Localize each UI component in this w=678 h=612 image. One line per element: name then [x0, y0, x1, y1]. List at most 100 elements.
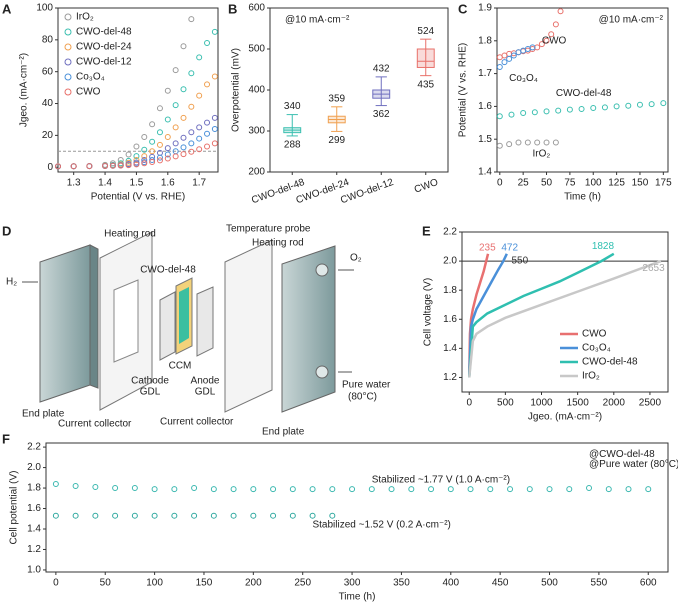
data-point: [289, 512, 296, 519]
diagram-label: Current collector: [160, 417, 234, 428]
data-point: [149, 121, 156, 128]
y-tick-label: 1.2: [443, 372, 457, 383]
legend-label: CWO-del-24: [76, 42, 132, 53]
data-point: [191, 485, 198, 492]
data-point: [552, 139, 559, 146]
data-point: [534, 139, 541, 146]
data-point: [86, 163, 93, 170]
anode-gdl: [196, 286, 214, 357]
annotation: @10 mA·cm⁻²: [599, 15, 664, 26]
data-point: [408, 486, 415, 493]
data-point: [125, 157, 132, 164]
data-point: [660, 100, 667, 107]
data-point: [196, 54, 203, 61]
plot-frame: [461, 231, 669, 393]
data-point: [188, 103, 195, 110]
data-point: [204, 81, 211, 88]
y-tick-label: 300: [248, 126, 265, 137]
panel-letter: B: [228, 1, 237, 16]
data-point: [188, 70, 195, 77]
x-axis-title: Jgeo. (mA·cm⁻²): [528, 412, 602, 423]
data-point: [204, 143, 211, 150]
data-point: [496, 113, 503, 120]
data-point: [524, 139, 531, 146]
data-point: [92, 484, 99, 491]
y-tick-label: 1.4: [478, 167, 492, 178]
diagram-label: CWO-del-48: [140, 265, 196, 276]
legend-marker: [64, 73, 72, 81]
data-point: [188, 148, 195, 155]
diagram-label: Heating rod: [252, 238, 304, 249]
x-tick-label: 125: [608, 178, 625, 189]
x-tick-label: 350: [393, 578, 410, 589]
y-tick-label: 1.9: [478, 3, 492, 14]
data-point: [211, 126, 218, 133]
y-tick-label: 1.4: [27, 524, 41, 535]
plot-frame: [45, 442, 669, 573]
y-tick-label: 1.6: [478, 101, 492, 112]
data-point: [625, 102, 632, 109]
data-point: [211, 114, 218, 121]
data-point: [133, 161, 140, 168]
x-tick-label: 1.7: [192, 178, 206, 189]
diagram-label: Anode: [191, 376, 220, 387]
annotation: 2653: [642, 263, 665, 274]
data-point: [250, 486, 257, 493]
data-point: [92, 512, 99, 519]
legend-marker: [64, 58, 72, 66]
annotation: Stabilized ~1.77 V (1.0 A·cm⁻²): [372, 474, 510, 485]
legend-label: CWO: [582, 329, 607, 340]
max-label: 432: [373, 64, 390, 75]
data-point: [270, 512, 277, 519]
y-axis-title: Potential (V vs. RHE): [458, 43, 469, 137]
data-point: [149, 138, 156, 145]
data-point: [156, 141, 163, 148]
legend-label: CWO-del-48: [582, 357, 638, 368]
panel-letter: E: [422, 223, 431, 238]
data-point: [172, 124, 179, 131]
y-axis-title: Jgeo. (mA·cm⁻²): [19, 53, 30, 127]
data-point: [188, 140, 195, 147]
y-tick-label: 200: [248, 167, 265, 178]
data-point: [171, 512, 178, 519]
x-axis-title: Potential (V vs. RHE): [91, 192, 185, 203]
x-tick-label: 1.6: [161, 178, 175, 189]
x-tick-label: 500: [541, 578, 558, 589]
data-point: [531, 109, 538, 116]
panel-letter: A: [2, 1, 12, 16]
data-point: [70, 163, 77, 170]
legend-label: CWO-del-48: [76, 27, 132, 38]
x-tick-label: 1.4: [98, 178, 112, 189]
data-point: [388, 486, 395, 493]
data-point: [180, 86, 187, 93]
x-tick-label: 0: [497, 178, 503, 189]
data-point: [605, 486, 612, 493]
cathode-gdl: [159, 291, 176, 361]
legend-marker: [64, 43, 72, 51]
data-point: [164, 151, 171, 158]
annotation: 1828: [592, 241, 615, 252]
x-tick-label: 50: [541, 178, 553, 189]
y-tick-label: 500: [248, 44, 265, 55]
legend-marker: [64, 88, 72, 96]
y-tick-label: 2.2: [443, 227, 457, 238]
annotation: @10 mA·cm⁻²: [285, 15, 350, 26]
legend-label: IrO₂: [76, 12, 94, 23]
data-point: [529, 44, 536, 51]
y-tick-label: 0: [47, 162, 53, 173]
series-label: IrO₂: [533, 149, 551, 160]
diagram-label: CCM: [169, 361, 192, 372]
data-point: [211, 73, 218, 80]
data-point: [590, 105, 597, 112]
x-tick-label: 2000: [603, 398, 626, 409]
x-tick-label: 250: [294, 578, 311, 589]
data-point: [172, 153, 179, 160]
plot-frame: [496, 7, 669, 173]
y-tick-label: 2.2: [27, 442, 41, 453]
data-point: [520, 109, 527, 116]
data-point: [309, 486, 316, 493]
data-point: [538, 41, 545, 48]
x-tick-label: 2500: [639, 398, 662, 409]
data-point: [250, 512, 257, 519]
